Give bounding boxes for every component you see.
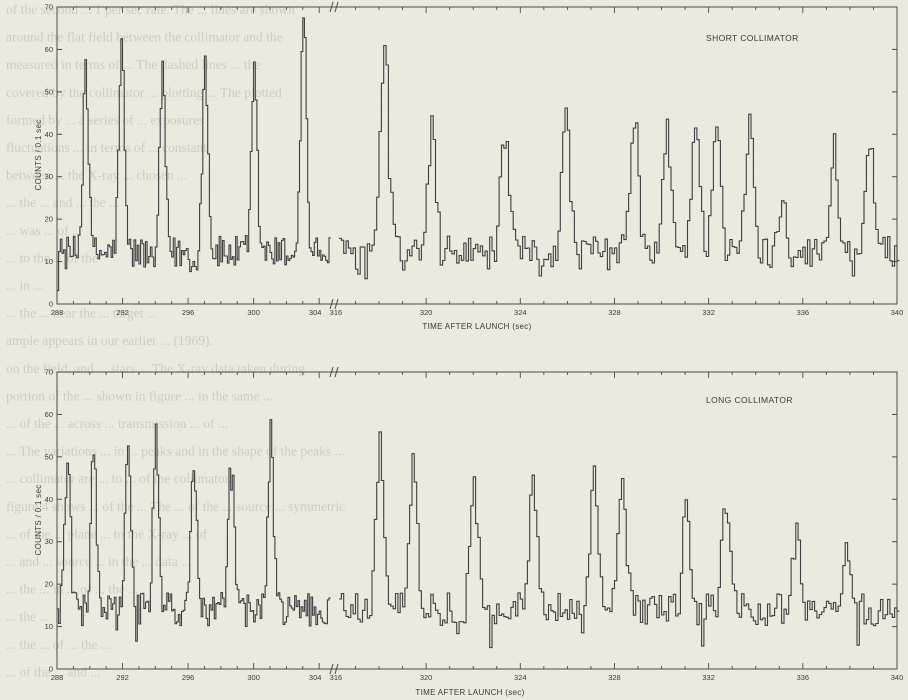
plot-frame xyxy=(56,6,898,305)
x-tick-label: 304 xyxy=(309,673,322,682)
bleed-text-line: fluctuations ... in terms of ... constan… xyxy=(6,140,207,155)
y-tick-label: 40 xyxy=(45,495,53,504)
y-tick-label: 70 xyxy=(45,368,53,377)
x-tick-label: 296 xyxy=(182,673,195,682)
x-tick-label: 320 xyxy=(420,308,433,317)
axis-break-mark xyxy=(334,366,339,378)
x-tick-label: 300 xyxy=(247,673,260,682)
x-tick-label: 340 xyxy=(891,673,904,682)
count-rate-trace xyxy=(57,419,900,649)
x-axis-title: TIME AFTER LAUNCH (sec) xyxy=(422,322,531,331)
y-tick-label: 20 xyxy=(45,215,53,224)
count-rate-trace xyxy=(57,17,900,292)
bleed-text-line: ... the ... of ... the ... xyxy=(6,637,111,652)
bleed-text-line: ... of the ... plane ... to the X-ray ..… xyxy=(6,526,207,541)
y-tick-label: 20 xyxy=(45,580,53,589)
x-tick-label: 340 xyxy=(891,308,904,317)
bleed-text-line: around the flat field between the collim… xyxy=(6,30,283,45)
y-tick-label: 60 xyxy=(45,45,53,54)
x-tick-label: 324 xyxy=(514,673,527,682)
bleed-text-line: formed by ... a series of ... exposures xyxy=(6,112,204,127)
x-tick-label: 332 xyxy=(702,308,715,317)
x-tick-label: 336 xyxy=(797,308,810,317)
y-axis-title: COUNTS / 0.1 sec xyxy=(34,484,43,555)
x-tick-label: 328 xyxy=(608,673,621,682)
bleed-text-line: ample appears in our earlier ... (1969). xyxy=(6,333,213,348)
y-tick-label: 40 xyxy=(45,130,53,139)
x-tick-label: 332 xyxy=(702,673,715,682)
y-tick-label: 10 xyxy=(45,622,53,631)
y-tick-label: 60 xyxy=(45,410,53,419)
bleed-text-line: ... was ... of ... xyxy=(6,223,82,238)
bleed-text-line: ... collimator are ... to ... of the col… xyxy=(6,471,232,486)
y-tick-label: 10 xyxy=(45,257,53,266)
bleed-text-line: portion of the ... shown in figure ... i… xyxy=(6,388,273,403)
y-tick-label: 50 xyxy=(45,452,53,461)
axis-break-mark xyxy=(329,298,334,310)
x-tick-label: 292 xyxy=(116,673,129,682)
axis-break-mark xyxy=(329,663,334,675)
bleed-text-line: ... in ... xyxy=(6,278,44,293)
axis-break-mark xyxy=(329,366,334,378)
bleed-text-line: ... of the ... across ... transmission .… xyxy=(6,416,228,431)
x-axis-title: TIME AFTER LAUNCH (sec) xyxy=(415,688,524,697)
y-tick-label: 70 xyxy=(45,3,53,12)
bleed-text-line: ... and ... source ... in the ... data .… xyxy=(6,554,191,569)
y-axis-title: COUNTS / 0.1 sec xyxy=(34,119,43,190)
x-tick-label: 296 xyxy=(182,308,195,317)
bleed-text-line: ... the ... xyxy=(6,609,50,624)
x-tick-label: 316 xyxy=(330,308,343,317)
panel-title: SHORT COLLIMATOR xyxy=(706,33,799,43)
axis-break-mark xyxy=(334,298,339,310)
bleed-text-line: ... The variations ... in ... peaks and … xyxy=(6,444,345,459)
panel-short-collimator: 0 10 20 30 40 50 60 70 288 292 296 300 304 316 320 324 3… xyxy=(34,1,904,331)
x-tick-label: 316 xyxy=(330,673,343,682)
axis-break-mark xyxy=(334,1,339,13)
x-tick-label: 336 xyxy=(797,673,810,682)
x-tick-label: 300 xyxy=(247,308,260,317)
panel-title: LONG COLLIMATOR xyxy=(706,395,793,405)
axis-break-mark xyxy=(334,663,339,675)
x-tick-label: 328 xyxy=(608,308,621,317)
bleed-text-line: of the second ... 1 per sec rate. The ..… xyxy=(6,2,295,17)
x-tick-label: 288 xyxy=(51,673,64,682)
y-tick-label: 50 xyxy=(45,87,53,96)
bleed-text-line: covered by the collimator ... plotting .… xyxy=(6,85,282,100)
bleed-text-line: measured in terms of ... The dashed line… xyxy=(6,57,260,72)
bleed-text-line: between ... the X-ray ... chosen ... xyxy=(6,168,187,183)
y-tick-label: 30 xyxy=(45,172,53,181)
y-tick-label: 0 xyxy=(49,665,53,674)
x-tick-label: 320 xyxy=(420,673,433,682)
bleed-text-line: ... of the ... and ... xyxy=(6,664,100,679)
panel-long-collimator: 0 10 20 30 40 50 60 70 288 292 296 300 304 316 320 324 3… xyxy=(34,366,904,697)
bleed-text-line: ... the ... near the ... target ... xyxy=(6,306,157,321)
plot-frame xyxy=(56,371,898,670)
x-tick-label: 292 xyxy=(116,308,129,317)
y-tick-label: 30 xyxy=(45,537,53,546)
x-tick-label: 288 xyxy=(51,308,64,317)
x-tick-label: 304 xyxy=(309,308,322,317)
axis-break-mark xyxy=(329,1,334,13)
x-tick-label: 324 xyxy=(514,308,527,317)
y-tick-label: 0 xyxy=(49,300,53,309)
bleed-text-line: figure 4 shows ... of the ... The ... of… xyxy=(6,499,345,514)
